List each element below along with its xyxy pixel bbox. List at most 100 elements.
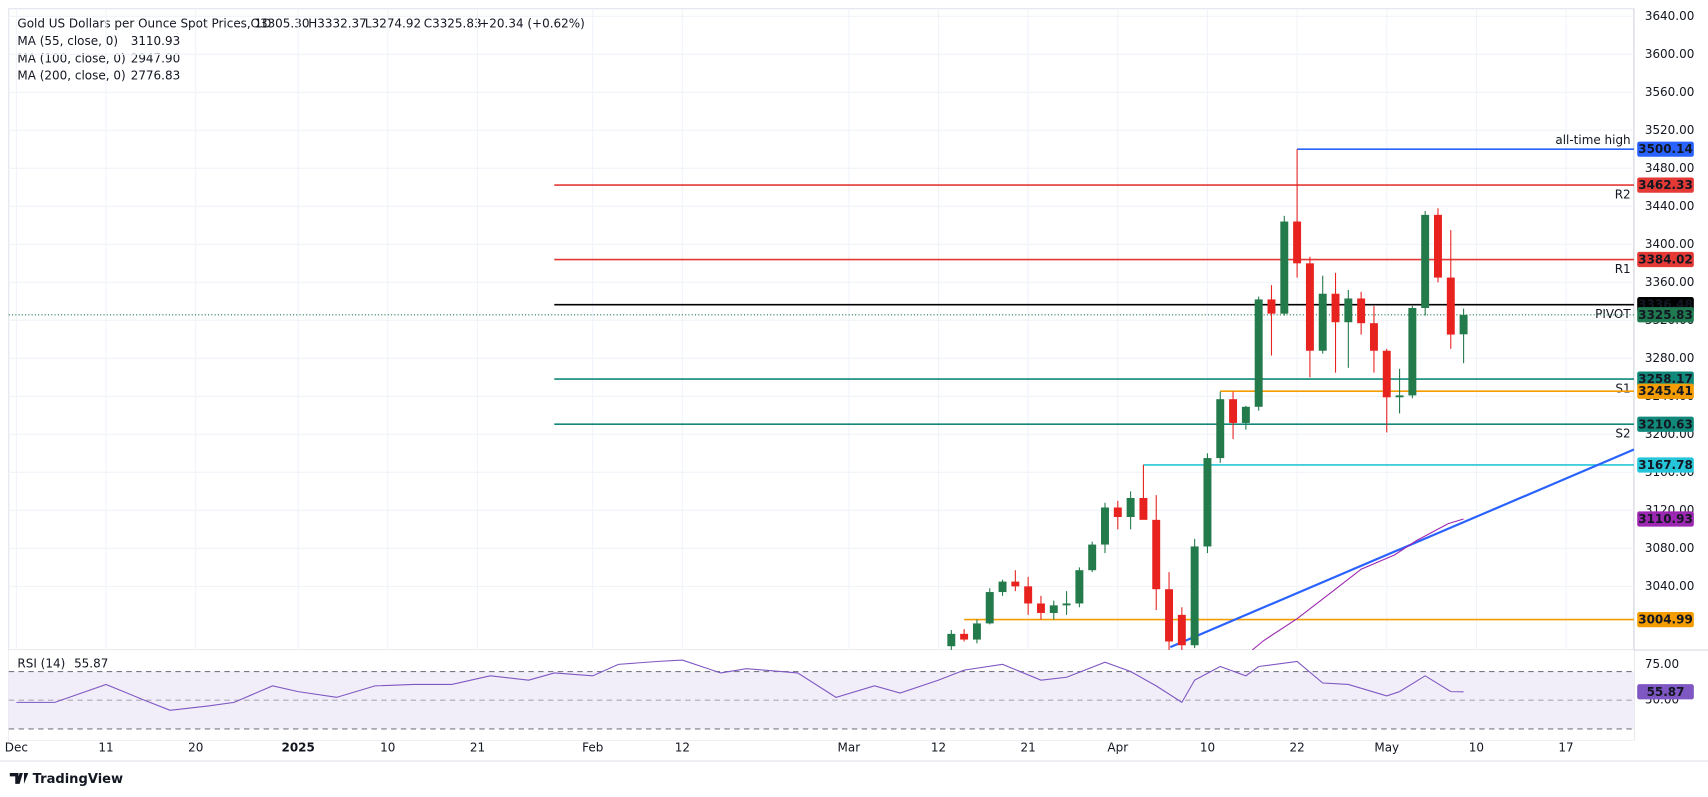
candle-body (1190, 546, 1199, 646)
header-stat: +20.34 (+0.62%) (479, 16, 585, 30)
candle-body (1075, 570, 1084, 604)
ma-legend-name: MA (55, close, 0) (17, 34, 118, 48)
candle-body (1357, 298, 1366, 324)
ma-legend-value: 2947.90 (131, 51, 181, 65)
y-tick-label: 3040.00 (1645, 579, 1695, 593)
rsi-legend-value: 55.87 (74, 657, 108, 671)
candle-body (1203, 458, 1212, 547)
last-price-box (1637, 307, 1694, 323)
x-tick-label: 11 (98, 741, 113, 755)
x-tick-label: 20 (188, 741, 203, 755)
candle-body (1408, 307, 1417, 396)
y-tick-label: 3520.00 (1645, 123, 1695, 137)
rsi-box (1637, 684, 1694, 700)
candle-body (972, 623, 981, 640)
candle-body (1369, 323, 1378, 351)
candle-body (1241, 406, 1250, 423)
level-label: all-time high (1555, 133, 1630, 147)
x-tick-label: Dec (5, 741, 28, 755)
header-stat: H3332.37 (308, 16, 367, 30)
ma-legend-name: MA (100, close, 0) (17, 51, 125, 65)
header-stat: L3274.92 (365, 16, 421, 30)
ma-legend-value: 2776.83 (131, 69, 181, 83)
header-stat: O3305.30 (251, 16, 310, 30)
level-box (1637, 371, 1694, 387)
x-tick-label: 17 (1558, 741, 1573, 755)
y-tick-label: 3480.00 (1645, 161, 1695, 175)
candle-body (1126, 498, 1135, 518)
candle-body (998, 581, 1007, 593)
x-tick-label: 12 (931, 741, 946, 755)
candle-body (1434, 214, 1442, 278)
candle-body (985, 592, 994, 624)
candle-body (1395, 395, 1404, 398)
candle-body (1088, 544, 1097, 571)
x-tick-label: 21 (470, 741, 485, 755)
y-tick-label: 3400.00 (1645, 237, 1695, 251)
rsi-pane-bg (8, 650, 1634, 741)
level-box (1637, 251, 1694, 268)
candle-body (1165, 589, 1174, 642)
candle-body (960, 633, 969, 640)
candle-body (1062, 603, 1071, 606)
x-tick-label: Mar (838, 741, 861, 755)
candle-body (1036, 603, 1045, 613)
ma-box (1637, 511, 1694, 527)
x-tick-label: May (1374, 741, 1399, 755)
rsi-name: RSI (14) (17, 657, 65, 671)
y-tick-label: 3360.00 (1645, 275, 1695, 289)
candle-body (1446, 277, 1455, 335)
ma-legend-name: MA (200, close, 0) (17, 69, 125, 83)
level-box (1637, 457, 1694, 473)
candle-body (1113, 507, 1122, 518)
level-label: PIVOT (1595, 307, 1631, 321)
y-tick-label: 3080.00 (1645, 541, 1695, 555)
header-stat: C3325.83 (424, 16, 482, 30)
tv-logo (9, 773, 29, 784)
candle-body (1254, 299, 1263, 407)
candle-body (1267, 299, 1276, 314)
x-tick-label: Feb (582, 741, 603, 755)
candle-body (1177, 614, 1186, 646)
candle-body (1305, 263, 1314, 351)
candle-body (1459, 314, 1468, 335)
level-box-label: 3245.41 (1638, 384, 1693, 398)
trendline (1169, 448, 1635, 649)
y-tick-label: 3280.00 (1645, 351, 1695, 365)
x-tick-label: 21 (1021, 741, 1036, 755)
level-label: S1 (1615, 381, 1630, 395)
y-tick-label: 3600.00 (1645, 47, 1695, 61)
x-tick-label: 12 (675, 741, 690, 755)
candle-body (1101, 507, 1109, 545)
candle-body (1139, 498, 1148, 520)
level-box (1637, 383, 1694, 399)
ma-line (1251, 518, 1464, 651)
x-tick-label: 10 (1469, 741, 1484, 755)
candle-body (1331, 293, 1340, 323)
candle-body (1318, 293, 1327, 351)
level-box-label: 3210.63 (1638, 417, 1693, 431)
rsi-box-label: 55.87 (1647, 685, 1685, 699)
level-box-label: 3500.14 (1638, 142, 1693, 156)
x-tick-label: 22 (1289, 741, 1304, 755)
candle-body (1011, 581, 1020, 587)
level-box (1637, 416, 1694, 432)
candle-body (1280, 221, 1289, 314)
x-tick-label: 10 (1200, 741, 1215, 755)
candle-body (1382, 350, 1391, 398)
level-label: R1 (1615, 262, 1631, 276)
candle-body (1024, 586, 1033, 604)
x-tick-label: 2025 (281, 741, 314, 755)
level-box (1637, 141, 1694, 157)
candle-body (1216, 399, 1225, 459)
brand: TradingView (33, 772, 123, 787)
candle-body (1049, 605, 1058, 613)
candle-body (1293, 221, 1302, 264)
candle-body (947, 633, 956, 647)
x-tick-label: 10 (380, 741, 395, 755)
candle-body (1421, 214, 1430, 308)
rsi-line (16, 659, 1464, 711)
chart-title: Gold US Dollars per Ounce Spot Prices, 1… (17, 16, 271, 30)
level-box-label: 3004.99 (1638, 613, 1693, 627)
